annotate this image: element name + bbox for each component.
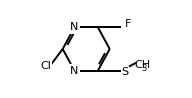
Text: 3: 3 [141, 64, 146, 73]
Text: N: N [70, 22, 79, 32]
Text: N: N [70, 66, 79, 76]
Text: F: F [124, 19, 131, 29]
Text: Cl: Cl [40, 61, 51, 71]
Text: CH: CH [135, 60, 151, 70]
Text: S: S [122, 67, 129, 77]
